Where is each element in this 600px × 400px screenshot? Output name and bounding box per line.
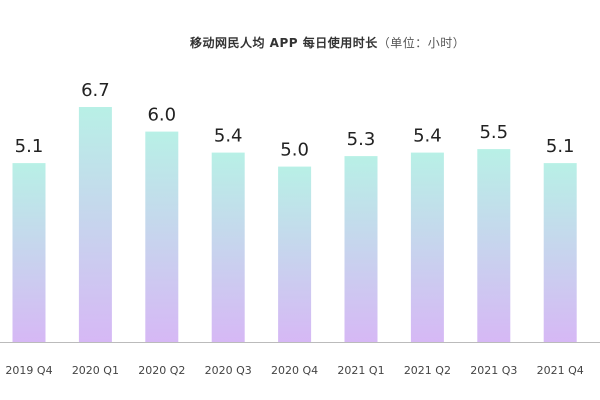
bar-2019-q4 bbox=[12, 163, 46, 342]
value-label-2020-q2: 6.0 bbox=[147, 105, 176, 126]
bars-layer bbox=[12, 107, 577, 342]
value-label-2021-q3: 5.5 bbox=[479, 122, 508, 143]
bar-2021-q3 bbox=[477, 149, 511, 342]
value-label-2021-q2: 5.4 bbox=[413, 126, 442, 147]
value-label-2020-q3: 5.4 bbox=[214, 126, 243, 147]
bar-2021-q4 bbox=[543, 163, 577, 342]
tick-labels-layer: 2019 Q4 2020 Q1 2020 Q2 2020 Q3 2020 Q4 2021 … bbox=[5, 364, 583, 377]
bar-2020-q1 bbox=[78, 107, 112, 342]
tick-label-2020-q3: 2020 Q3 bbox=[205, 364, 252, 377]
value-label-2019-q4: 5.1 bbox=[15, 136, 44, 157]
value-labels-layer: 5.1 6.7 6.0 5.4 5.0 5.3 5.4 5.5 5.1 bbox=[15, 80, 575, 161]
value-label-2021-q4: 5.1 bbox=[546, 136, 575, 157]
tick-label-2021-q4: 2021 Q4 bbox=[537, 364, 584, 377]
tick-label-2021-q3: 2021 Q3 bbox=[470, 364, 517, 377]
tick-label-2019-q4: 2019 Q4 bbox=[5, 364, 52, 377]
chart-title: 移动网民人均 APP 每日使用时长（单位：小时） bbox=[190, 34, 465, 51]
tick-label-2020-q1: 2020 Q1 bbox=[72, 364, 119, 377]
bar-2021-q2 bbox=[410, 152, 444, 342]
bar-2021-q1 bbox=[344, 156, 378, 342]
value-label-2020-q1: 6.7 bbox=[81, 80, 110, 101]
chart-title-unit: （单位：小时） bbox=[377, 36, 466, 50]
bar-2020-q4 bbox=[278, 166, 312, 342]
tick-label-2021-q2: 2021 Q2 bbox=[404, 364, 451, 377]
chart-title-text: 移动网民人均 APP 每日使用时长 bbox=[190, 36, 378, 50]
value-label-2020-q4: 5.0 bbox=[280, 140, 309, 161]
tick-label-2021-q1: 2021 Q1 bbox=[337, 364, 384, 377]
bar-2020-q2 bbox=[145, 131, 179, 342]
bar-2020-q3 bbox=[211, 152, 245, 342]
value-label-2021-q1: 5.3 bbox=[347, 129, 376, 150]
tick-label-2020-q2: 2020 Q2 bbox=[138, 364, 185, 377]
tick-label-2020-q4: 2020 Q4 bbox=[271, 364, 318, 377]
